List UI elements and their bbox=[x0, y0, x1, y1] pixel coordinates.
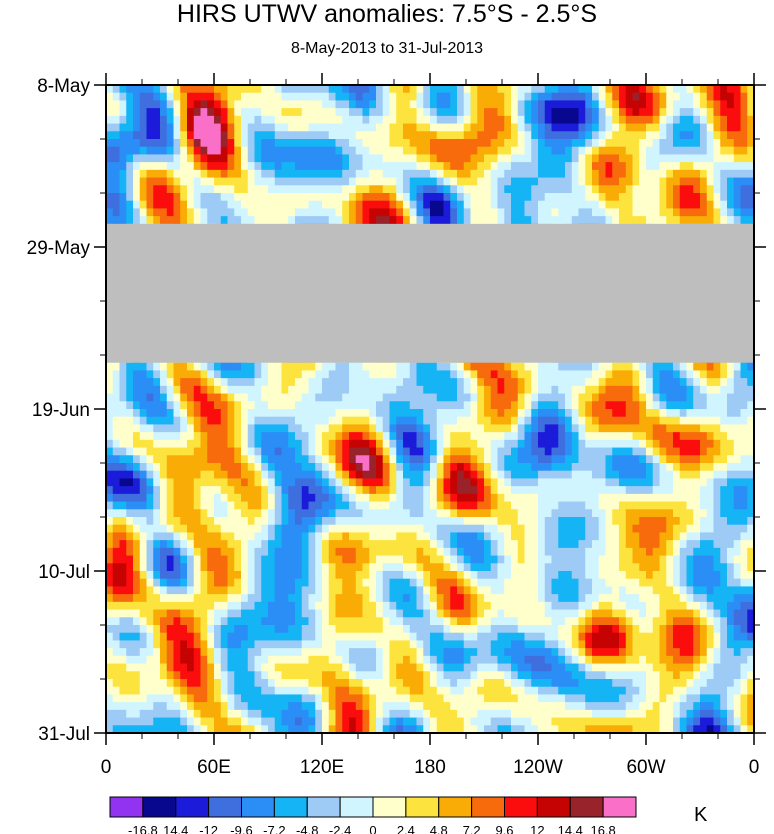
colorbar-label: 7.2 bbox=[463, 823, 481, 834]
colorbar-swatch bbox=[241, 796, 275, 818]
x-tick-label: 120W bbox=[513, 757, 563, 778]
colorbar-label: -2.4 bbox=[329, 823, 351, 834]
x-tick-label: 180 bbox=[414, 757, 446, 778]
chart-title: HIRS UTWV anomalies: 7.5°S - 2.5°S bbox=[176, 0, 598, 28]
colorbar-label: -7.2 bbox=[263, 823, 285, 834]
colorbar-swatch bbox=[438, 796, 473, 818]
y-tick-label: 19-Jun bbox=[32, 400, 90, 421]
colorbar-label: 2.4 bbox=[397, 823, 415, 834]
chart-subtitle: 8-May-2013 to 31-Jul-2013 bbox=[290, 40, 484, 57]
y-tick-label: 29-May bbox=[27, 238, 91, 259]
x-tick-label: 120E bbox=[300, 757, 344, 778]
colorbar-label: 14.4 bbox=[558, 823, 583, 834]
y-tick-label: 8-May bbox=[37, 76, 90, 97]
colorbar-swatch bbox=[405, 796, 440, 818]
x-tick-label: 0 bbox=[101, 757, 112, 778]
colorbar-swatch bbox=[142, 796, 177, 818]
missing-data-band bbox=[106, 223, 754, 363]
colorbar-label: -4.8 bbox=[296, 823, 318, 834]
heatmap-cells bbox=[106, 85, 755, 734]
colorbar-label: 4.8 bbox=[430, 823, 448, 834]
colorbar-label: 0 bbox=[369, 823, 376, 834]
colorbar-swatch bbox=[602, 796, 637, 818]
colorbar-swatch bbox=[339, 796, 374, 818]
colorbar-label: -16.8 bbox=[128, 823, 158, 834]
colorbar-swatch bbox=[306, 796, 341, 818]
y-tick-label: 31-Jul bbox=[38, 724, 90, 745]
colorbar-label: 16.8 bbox=[590, 823, 615, 834]
colorbar-label: -9.6 bbox=[230, 823, 252, 834]
colorbar-label: 14.4 bbox=[163, 823, 188, 834]
colorbar-label: 9.6 bbox=[495, 823, 513, 834]
colorbar-label: 12 bbox=[530, 823, 544, 834]
colorbar-swatch bbox=[109, 796, 144, 818]
x-tick-label: 60E bbox=[197, 757, 231, 778]
y-tick-label: 10-Jul bbox=[38, 562, 90, 583]
colorbar-swatch bbox=[372, 796, 407, 818]
colorbar-swatch bbox=[569, 796, 604, 818]
colorbar-swatch bbox=[208, 796, 242, 818]
colorbar-swatch bbox=[471, 796, 505, 818]
x-tick-label: 0 bbox=[749, 757, 760, 778]
colorbar-units: K bbox=[694, 804, 708, 826]
colorbar-swatch bbox=[536, 796, 571, 818]
colorbar-swatch bbox=[273, 796, 308, 818]
colorbar-label: -12 bbox=[199, 823, 218, 834]
x-tick-label: 60W bbox=[626, 757, 665, 778]
colorbar-swatch bbox=[175, 796, 210, 818]
colorbar-swatch bbox=[504, 796, 538, 818]
